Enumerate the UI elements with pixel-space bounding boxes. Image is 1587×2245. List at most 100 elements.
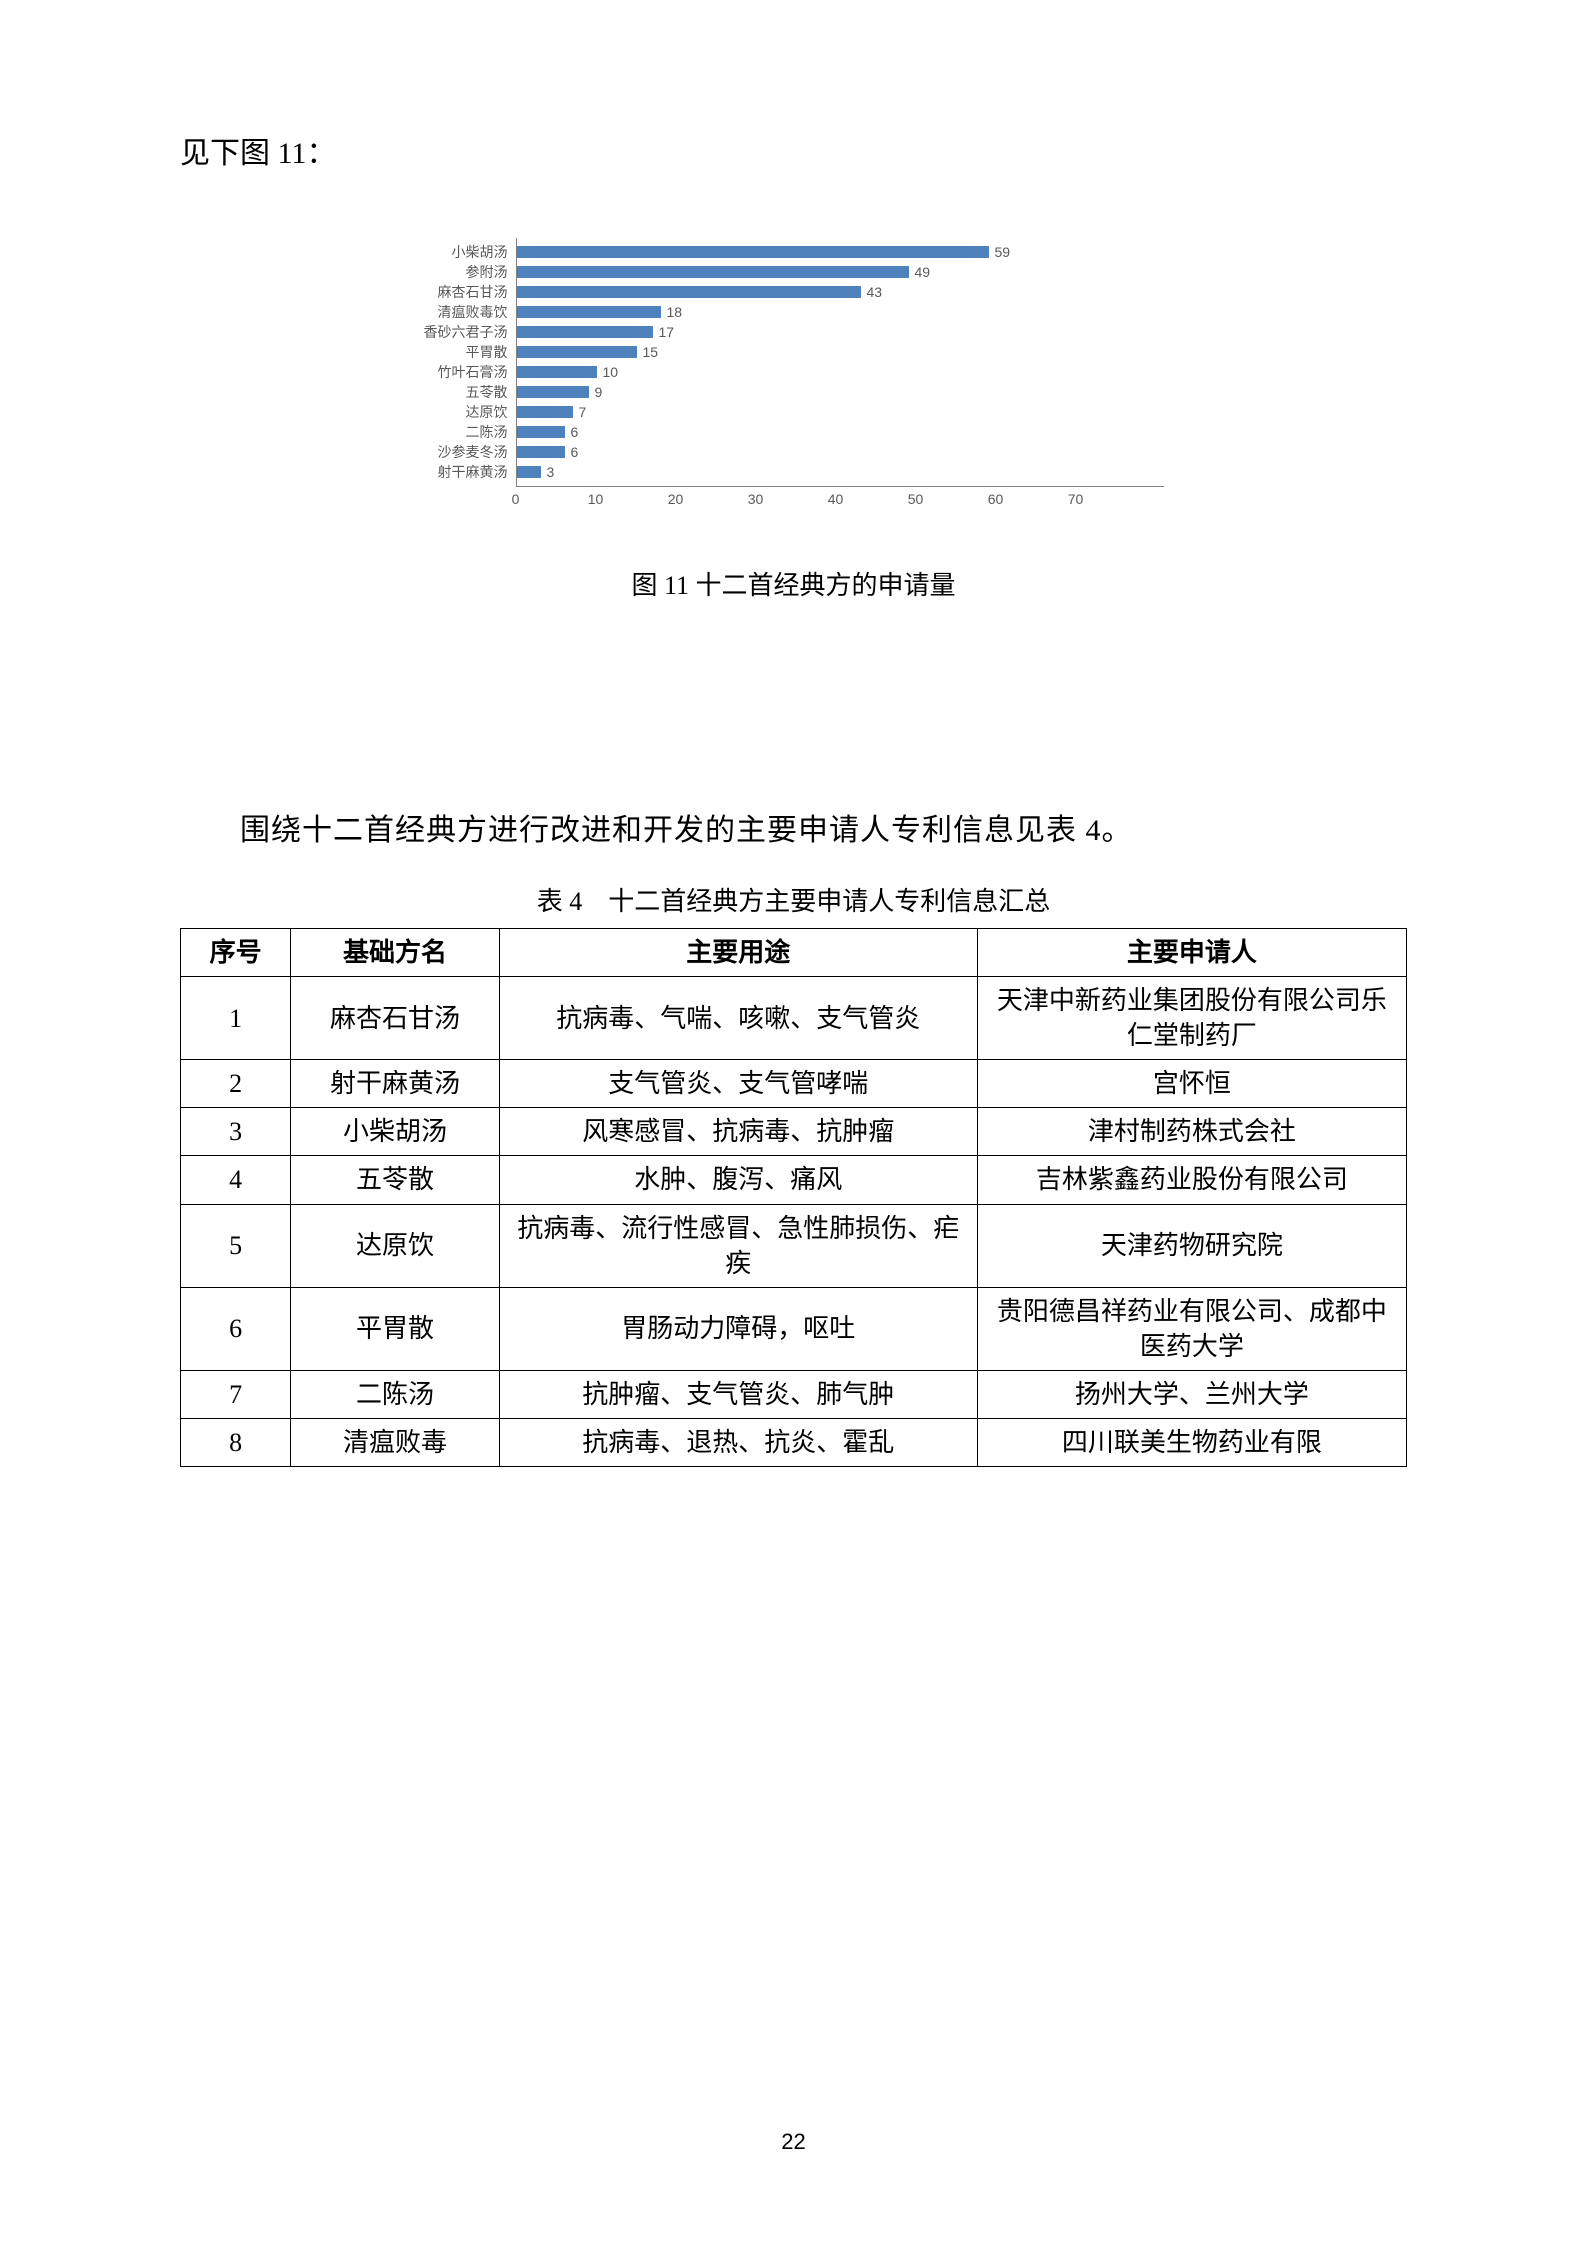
chart-bar-value: 59 (995, 244, 1011, 260)
table-cell: 平胃散 (291, 1287, 499, 1370)
table-cell: 2 (181, 1060, 291, 1108)
chart-y-label: 竹叶石膏汤 (438, 362, 508, 382)
chart-bar-row: 43 (517, 282, 1164, 302)
table-cell: 风寒感冒、抗病毒、抗肿瘤 (499, 1108, 977, 1156)
table-row: 3小柴胡汤风寒感冒、抗病毒、抗肿瘤津村制药株式会社 (181, 1108, 1407, 1156)
table-cell: 五苓散 (291, 1156, 499, 1204)
chart-x-tick: 10 (588, 491, 604, 507)
chart-x-tick: 30 (748, 491, 764, 507)
table-cell: 二陈汤 (291, 1370, 499, 1418)
table-cell: 水肿、腹泻、痛风 (499, 1156, 977, 1204)
table-cell: 抗病毒、流行性感冒、急性肺损伤、疟疾 (499, 1204, 977, 1287)
table-cell: 津村制药株式会社 (977, 1108, 1406, 1156)
chart-bar (517, 306, 661, 318)
chart-bar (517, 426, 565, 438)
chart-y-label: 平胃散 (466, 342, 508, 362)
page-number: 22 (0, 2129, 1587, 2155)
table-cell: 天津药物研究院 (977, 1204, 1406, 1287)
table-cell: 四川联美生物药业有限 (977, 1419, 1406, 1467)
table-cell: 7 (181, 1370, 291, 1418)
table-row: 2射干麻黄汤支气管炎、支气管哮喘宫怀恒 (181, 1060, 1407, 1108)
chart-bar (517, 346, 637, 358)
chart-x-tick: 40 (828, 491, 844, 507)
table-header-cell: 基础方名 (291, 929, 499, 977)
chart-bar-row: 59 (517, 242, 1164, 262)
chart-bar-value: 7 (579, 404, 587, 420)
chart-y-label: 沙参麦冬汤 (438, 442, 508, 462)
table-row: 4五苓散水肿、腹泻、痛风吉林紫鑫药业股份有限公司 (181, 1156, 1407, 1204)
table-cell: 射干麻黄汤 (291, 1060, 499, 1108)
table-cell: 扬州大学、兰州大学 (977, 1370, 1406, 1418)
chart-bar-value: 9 (595, 384, 603, 400)
chart-caption: 图 11 十二首经典方的申请量 (180, 565, 1407, 602)
table-body: 1麻杏石甘汤抗病毒、气喘、咳嗽、支气管炎天津中新药业集团股份有限公司乐仁堂制药厂… (181, 977, 1407, 1467)
table-cell: 天津中新药业集团股份有限公司乐仁堂制药厂 (977, 977, 1406, 1060)
chart-y-label: 香砂六君子汤 (424, 322, 508, 342)
table-header-cell: 主要申请人 (977, 929, 1406, 977)
intro-text: 见下图 11： (180, 130, 1407, 178)
chart-y-label: 二陈汤 (466, 422, 508, 442)
chart-y-labels: 小柴胡汤参附汤麻杏石甘汤清瘟败毒饮香砂六君子汤平胃散竹叶石膏汤五苓散达原饮二陈汤… (424, 238, 516, 482)
chart-y-label: 达原饮 (466, 402, 508, 422)
chart-bar-value: 17 (659, 324, 675, 340)
chart-bar-value: 15 (643, 344, 659, 360)
chart-y-label: 小柴胡汤 (452, 242, 508, 262)
chart-x-axis: 010203040506070 (516, 491, 1076, 511)
chart-bar-row: 15 (517, 342, 1164, 362)
table-cell: 吉林紫鑫药业股份有限公司 (977, 1156, 1406, 1204)
table-row: 8清瘟败毒抗病毒、退热、抗炎、霍乱四川联美生物药业有限 (181, 1419, 1407, 1467)
chart-x-tick: 70 (1068, 491, 1084, 507)
table-cell: 宫怀恒 (977, 1060, 1406, 1108)
chart-y-label: 清瘟败毒饮 (438, 302, 508, 322)
table-cell: 1 (181, 977, 291, 1060)
chart-bar-row: 18 (517, 302, 1164, 322)
bar-chart: 小柴胡汤参附汤麻杏石甘汤清瘟败毒饮香砂六君子汤平胃散竹叶石膏汤五苓散达原饮二陈汤… (424, 238, 1164, 511)
table-cell: 胃肠动力障碍，呕吐 (499, 1287, 977, 1370)
table-cell: 抗病毒、退热、抗炎、霍乱 (499, 1419, 977, 1467)
chart-bar-value: 6 (571, 444, 579, 460)
chart-bar-row: 7 (517, 402, 1164, 422)
table-cell: 麻杏石甘汤 (291, 977, 499, 1060)
table-cell: 抗肿瘤、支气管炎、肺气肿 (499, 1370, 977, 1418)
table-cell: 6 (181, 1287, 291, 1370)
table-row: 7二陈汤抗肿瘤、支气管炎、肺气肿扬州大学、兰州大学 (181, 1370, 1407, 1418)
table-cell: 支气管炎、支气管哮喘 (499, 1060, 977, 1108)
chart-bars: 5949431817151097663 (516, 238, 1164, 487)
chart-bar-row: 6 (517, 422, 1164, 442)
chart-bar-row: 6 (517, 442, 1164, 462)
chart-y-label: 五苓散 (466, 382, 508, 402)
chart-bar (517, 286, 861, 298)
chart-x-tick: 50 (908, 491, 924, 507)
chart-bar (517, 466, 541, 478)
table-cell: 清瘟败毒 (291, 1419, 499, 1467)
chart-bar-row: 17 (517, 322, 1164, 342)
chart-x-tick: 60 (988, 491, 1004, 507)
chart-bar-row: 49 (517, 262, 1164, 282)
chart-bar (517, 246, 989, 258)
chart-bar (517, 406, 573, 418)
chart-bar (517, 326, 653, 338)
chart-bar (517, 386, 589, 398)
chart-bar (517, 266, 909, 278)
table-cell: 抗病毒、气喘、咳嗽、支气管炎 (499, 977, 977, 1060)
chart-x-tick: 0 (512, 491, 520, 507)
chart-bar-row: 3 (517, 462, 1164, 482)
chart-bar-value: 3 (547, 464, 555, 480)
chart-y-label: 参附汤 (466, 262, 508, 282)
chart-bar (517, 446, 565, 458)
chart-bar-value: 10 (603, 364, 619, 380)
table-header-cell: 主要用途 (499, 929, 977, 977)
chart-bar (517, 366, 597, 378)
table-cell: 小柴胡汤 (291, 1108, 499, 1156)
table-row: 1麻杏石甘汤抗病毒、气喘、咳嗽、支气管炎天津中新药业集团股份有限公司乐仁堂制药厂 (181, 977, 1407, 1060)
chart-bar-value: 43 (867, 284, 883, 300)
chart-bar-row: 9 (517, 382, 1164, 402)
chart-y-label: 麻杏石甘汤 (438, 282, 508, 302)
data-table: 序号基础方名主要用途主要申请人 1麻杏石甘汤抗病毒、气喘、咳嗽、支气管炎天津中新… (180, 928, 1407, 1467)
table-cell: 3 (181, 1108, 291, 1156)
body-paragraph: 围绕十二首经典方进行改进和开发的主要申请人专利信息见表 4。 (180, 802, 1407, 859)
table-cell: 8 (181, 1419, 291, 1467)
chart-x-tick: 20 (668, 491, 684, 507)
table-row: 5达原饮抗病毒、流行性感冒、急性肺损伤、疟疾天津药物研究院 (181, 1204, 1407, 1287)
chart-bar-value: 49 (915, 264, 931, 280)
